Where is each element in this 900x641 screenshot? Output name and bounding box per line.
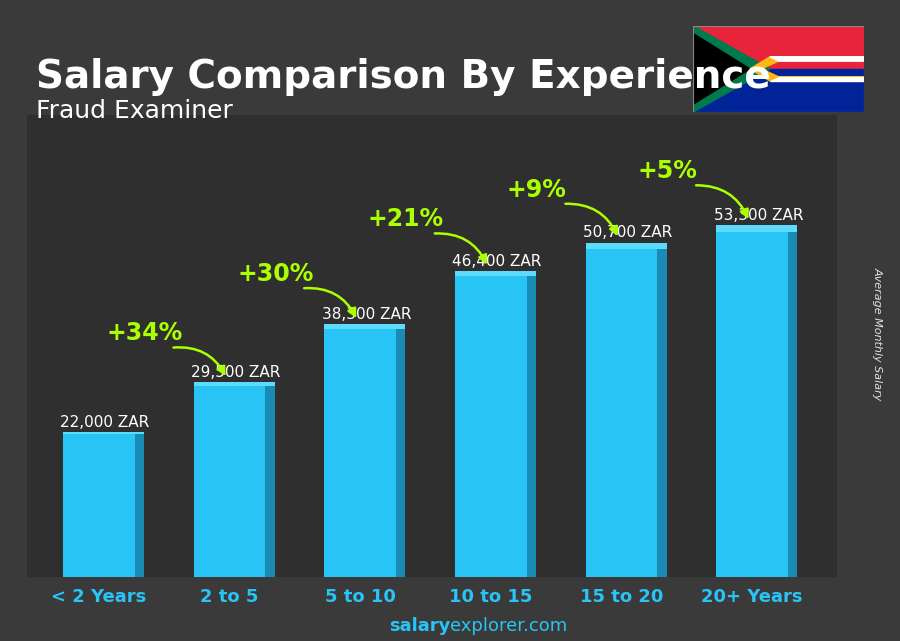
Polygon shape (770, 77, 864, 81)
Bar (324, 324, 405, 329)
Text: 22,000 ZAR: 22,000 ZAR (60, 415, 149, 429)
Text: 29,500 ZAR: 29,500 ZAR (191, 365, 280, 380)
Text: 38,300 ZAR: 38,300 ZAR (321, 307, 411, 322)
Bar (526, 271, 536, 577)
Text: 50,700 ZAR: 50,700 ZAR (583, 226, 672, 240)
Text: salary: salary (389, 617, 450, 635)
Bar (63, 432, 144, 435)
Bar (454, 271, 526, 577)
Polygon shape (770, 57, 864, 61)
Bar (194, 383, 274, 386)
Bar (63, 432, 135, 577)
Bar (266, 383, 274, 577)
Bar (657, 243, 667, 577)
Bar (716, 226, 788, 577)
Text: +5%: +5% (637, 159, 698, 183)
Bar (586, 243, 667, 249)
Text: explorer.com: explorer.com (450, 617, 567, 635)
Text: 46,400 ZAR: 46,400 ZAR (453, 254, 542, 269)
Bar (788, 226, 797, 577)
Bar (716, 226, 797, 232)
Text: Average Monthly Salary: Average Monthly Salary (872, 267, 883, 400)
Text: +21%: +21% (368, 207, 444, 231)
Text: +9%: +9% (507, 178, 566, 201)
Bar (693, 26, 864, 69)
Bar (135, 432, 144, 577)
Bar (194, 383, 266, 577)
Text: +34%: +34% (106, 322, 183, 345)
FancyArrowPatch shape (696, 185, 748, 217)
FancyArrowPatch shape (174, 347, 224, 374)
Text: +30%: +30% (237, 262, 313, 286)
Bar (396, 324, 405, 577)
FancyArrowPatch shape (565, 204, 617, 234)
Bar (454, 271, 536, 276)
Bar (324, 324, 396, 577)
Polygon shape (693, 33, 750, 104)
FancyArrowPatch shape (435, 233, 486, 262)
Text: 53,300 ZAR: 53,300 ZAR (714, 208, 803, 223)
FancyArrowPatch shape (304, 288, 355, 316)
Bar (693, 69, 864, 112)
Polygon shape (750, 57, 864, 81)
Text: Fraud Examiner: Fraud Examiner (36, 99, 233, 123)
Text: Salary Comparison By Experience: Salary Comparison By Experience (36, 58, 770, 96)
Bar (586, 243, 657, 577)
Polygon shape (693, 26, 770, 112)
